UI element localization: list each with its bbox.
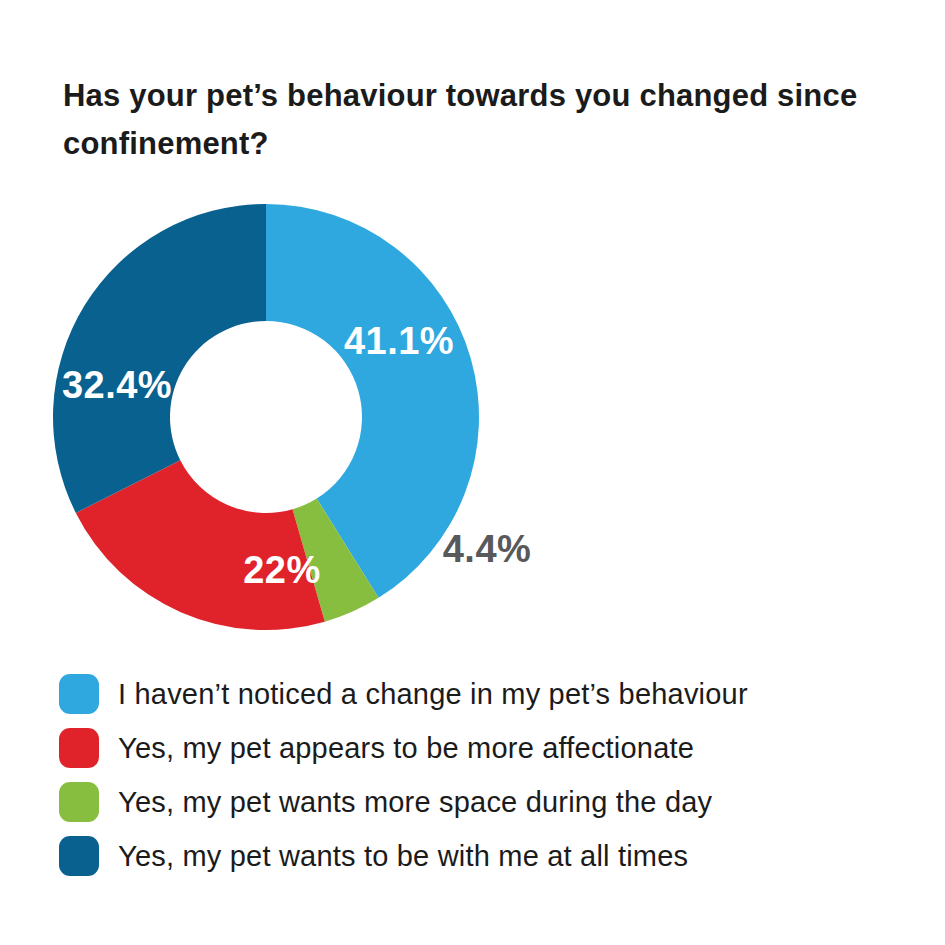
donut-label-more-affectionate: 22% bbox=[243, 549, 321, 592]
legend-item-no-change: I haven’t noticed a change in my pet’s b… bbox=[59, 674, 748, 714]
donut-label-with-me-at-all-times: 32.4% bbox=[62, 364, 172, 407]
legend-swatch-no-change bbox=[59, 674, 99, 714]
donut-label-no-change: 41.1% bbox=[344, 320, 454, 363]
legend-swatch-more-space bbox=[59, 782, 99, 822]
legend-label-more-affectionate: Yes, my pet appears to be more affection… bbox=[118, 732, 694, 765]
legend-item-more-space: Yes, my pet wants more space during the … bbox=[59, 782, 748, 822]
legend-swatch-with-me-at-all-times bbox=[59, 836, 99, 876]
legend: I haven’t noticed a change in my pet’s b… bbox=[59, 674, 748, 876]
legend-label-with-me-at-all-times: Yes, my pet wants to be with me at all t… bbox=[118, 840, 688, 873]
donut-label-more-space: 4.4% bbox=[443, 528, 532, 571]
legend-item-more-affectionate: Yes, my pet appears to be more affection… bbox=[59, 728, 748, 768]
donut-slice-with-me-at-all-times bbox=[53, 204, 266, 513]
legend-swatch-more-affectionate bbox=[59, 728, 99, 768]
legend-label-more-space: Yes, my pet wants more space during the … bbox=[118, 786, 712, 819]
legend-item-with-me-at-all-times: Yes, my pet wants to be with me at all t… bbox=[59, 836, 748, 876]
legend-label-no-change: I haven’t noticed a change in my pet’s b… bbox=[118, 678, 748, 711]
